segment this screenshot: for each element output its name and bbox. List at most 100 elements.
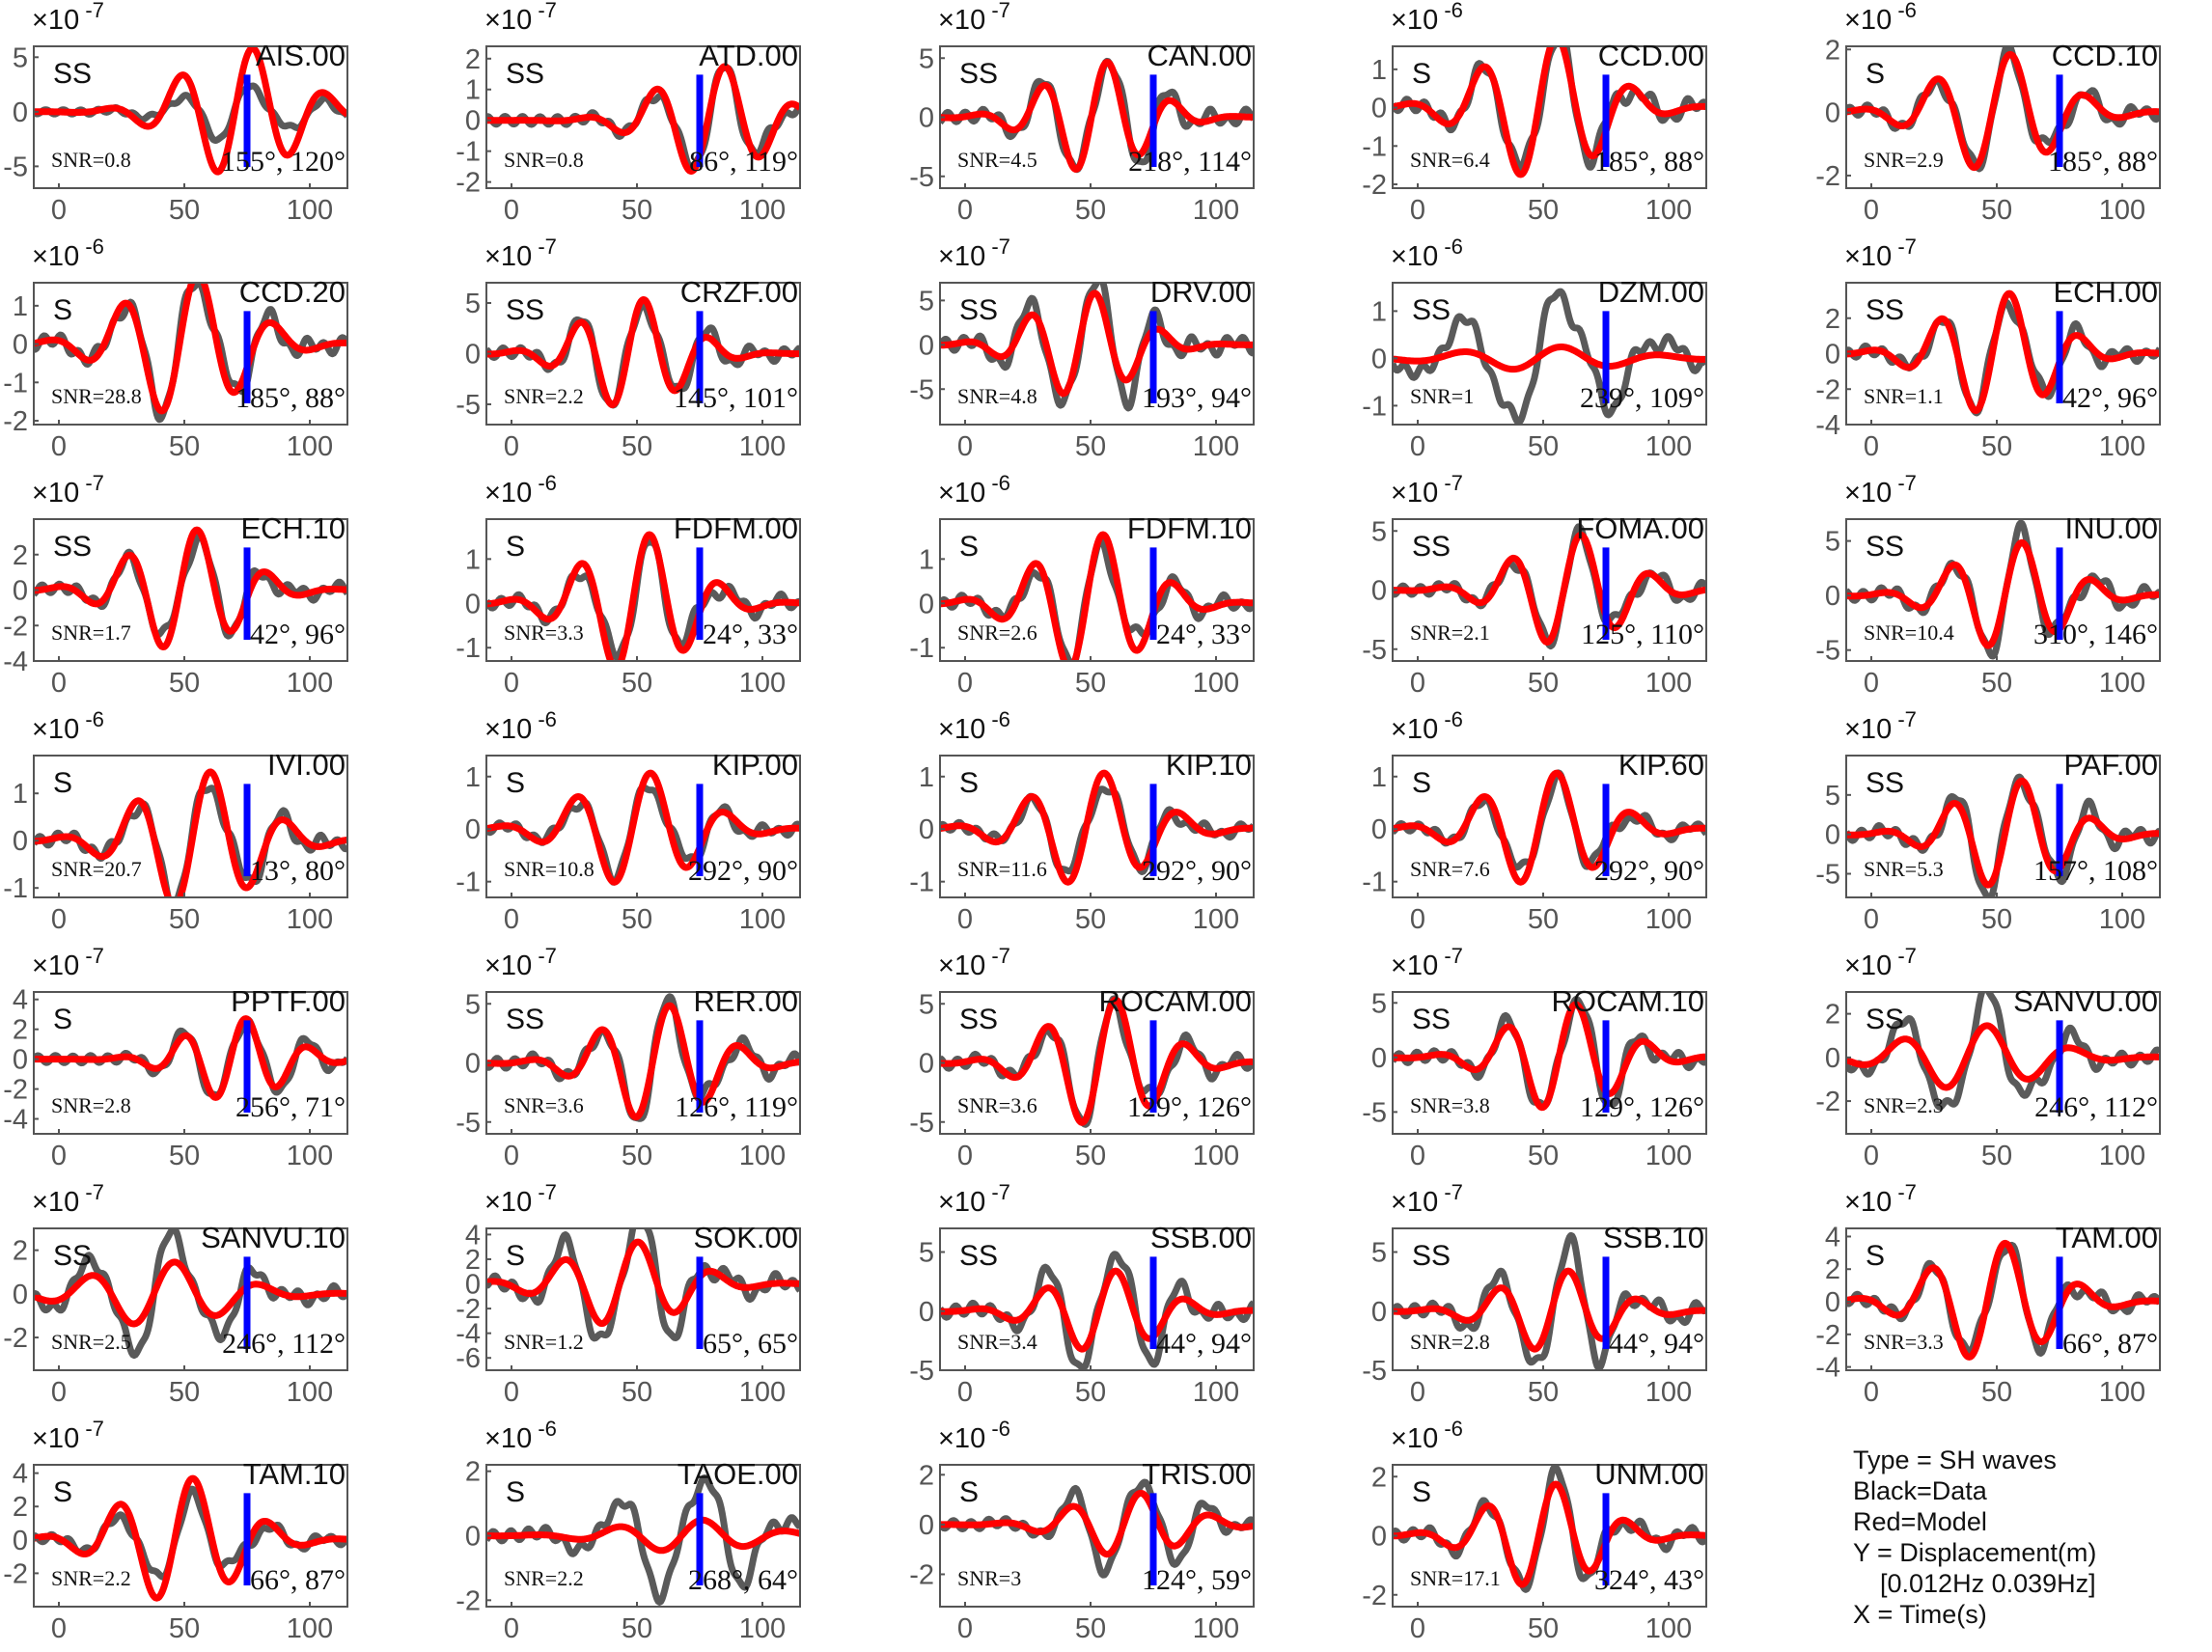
model-trace xyxy=(1846,1022,2160,1091)
y-tick-label: -5 xyxy=(1362,635,1387,666)
y-tick-label: 0 xyxy=(465,1049,481,1080)
y-tick-label: -2 xyxy=(1362,170,1387,201)
x-tick-label: 50 xyxy=(1075,195,1106,226)
y-tick-label: -2 xyxy=(1362,1581,1387,1611)
phase-label: SS xyxy=(506,58,544,90)
angle-label: 310°, 146° xyxy=(2033,619,2158,650)
y-tick-label: -4 xyxy=(456,1319,481,1350)
x-tick-label: 100 xyxy=(2099,904,2145,935)
legend-y: Y = Displacement(m) xyxy=(1853,1538,2097,1567)
x-tick-label: 50 xyxy=(622,1377,652,1408)
y-exponent-label: ×10 -6 xyxy=(1391,0,1463,36)
phase-label: SS xyxy=(506,1004,544,1035)
snr-label: SNR=2.2 xyxy=(504,1566,584,1590)
y-tick-label: 4 xyxy=(13,1459,28,1490)
y-exponent-label: ×10 -6 xyxy=(938,1417,1010,1454)
angle-label: 65°, 65° xyxy=(703,1328,798,1360)
y-tick-label: 1 xyxy=(13,291,28,322)
angle-label: 24°, 33° xyxy=(703,619,798,650)
axes-frame xyxy=(33,45,348,189)
angle-label: 129°, 126° xyxy=(1127,1091,1252,1123)
y-tick-label: 2 xyxy=(13,1015,28,1046)
y-tick-label: 2 xyxy=(1825,1254,1840,1285)
phase-label: S xyxy=(1412,58,1431,90)
y-exponent-label: ×10 -7 xyxy=(1844,1180,1917,1218)
y-tick-label: 0 xyxy=(919,330,934,361)
panel-kip-10: 0 50 100 1 0 -1 ×10 -6 S KIP.10 SNR=11.6 292°, 90° xyxy=(909,707,1255,935)
axes-frame xyxy=(1845,1227,2161,1371)
y-tick-label: -5 xyxy=(909,374,934,405)
legend-black: Black=Data xyxy=(1853,1476,1987,1505)
y-tick-label: 5 xyxy=(919,286,934,317)
axes-frame xyxy=(939,1464,1255,1608)
y-tick-label: 2 xyxy=(13,1492,28,1523)
model-trace xyxy=(34,526,347,650)
data-trace xyxy=(486,301,800,409)
x-tick-label: 0 xyxy=(957,668,973,699)
station-label: TAM.10 xyxy=(243,1457,346,1491)
axes-frame xyxy=(33,1227,348,1371)
x-tick-label: 0 xyxy=(957,1613,973,1644)
snr-label: SNR=7.6 xyxy=(1410,857,1490,881)
snr-label: SNR=3 xyxy=(957,1566,1021,1590)
y-exponent-label: ×10 -7 xyxy=(32,1180,104,1218)
angle-label: 145°, 101° xyxy=(674,382,798,414)
station-label: ROCAM.10 xyxy=(1552,984,1704,1018)
model-trace xyxy=(486,1238,800,1328)
y-tick-label: 0 xyxy=(465,340,481,371)
x-tick-label: 50 xyxy=(1075,904,1106,935)
model-trace xyxy=(1846,538,2160,649)
y-tick-label: -2 xyxy=(3,1323,28,1354)
axes-frame xyxy=(33,991,348,1135)
panel-sanvu-10: 0 50 100 2 0 -2 ×10 -7 SS SANVU.10 SNR=2.5 246°, 1… xyxy=(3,1180,348,1408)
y-tick-label: 5 xyxy=(465,989,481,1020)
station-label: UNM.00 xyxy=(1594,1457,1704,1491)
panel-unm-00: 0 50 100 2 0 -2 ×10 -6 S UNM.00 SNR=17.1 324°, 43° xyxy=(1362,1417,1707,1644)
y-exponent-label: ×10 -7 xyxy=(1844,944,1917,981)
y-exponent-label: ×10 -6 xyxy=(484,1417,557,1454)
phase-label: SS xyxy=(959,58,998,90)
y-exponent-label: ×10 -7 xyxy=(938,1180,1010,1218)
x-tick-label: 100 xyxy=(1645,904,1692,935)
x-tick-label: 0 xyxy=(1410,904,1425,935)
y-exponent-label: ×10 -7 xyxy=(32,1417,104,1454)
y-tick-label: -2 xyxy=(456,168,481,199)
snr-label: SNR=1.1 xyxy=(1864,384,1944,408)
y-tick-label: 2 xyxy=(1825,304,1840,335)
y-tick-label: -5 xyxy=(1815,636,1840,667)
y-tick-label: 0 xyxy=(13,1526,28,1556)
x-tick-label: 0 xyxy=(1864,1377,1879,1408)
x-tick-label: 0 xyxy=(1864,431,1879,462)
y-tick-label: -1 xyxy=(909,867,934,898)
phase-label: S xyxy=(506,1476,525,1508)
model-trace xyxy=(1393,531,1706,646)
x-tick-label: 100 xyxy=(287,195,333,226)
axes-frame xyxy=(939,518,1255,662)
data-trace xyxy=(1393,288,1706,425)
y-tick-label: -1 xyxy=(1362,131,1387,162)
angle-label: 86°, 119° xyxy=(689,146,798,178)
angle-label: 246°, 112° xyxy=(222,1328,346,1360)
snr-label: SNR=0.8 xyxy=(504,148,584,172)
angle-label: 193°, 94° xyxy=(1142,382,1252,414)
x-tick-label: 0 xyxy=(504,668,519,699)
snr-label: SNR=2.8 xyxy=(1410,1330,1490,1354)
model-trace xyxy=(34,768,347,897)
phase-label: SS xyxy=(959,294,998,326)
model-trace xyxy=(940,59,1254,173)
x-tick-label: 100 xyxy=(739,195,786,226)
y-tick-label: 2 xyxy=(13,1236,28,1267)
station-label: KIP.10 xyxy=(1166,748,1252,782)
y-tick-label: -5 xyxy=(1815,860,1840,891)
y-tick-label: -1 xyxy=(909,633,934,664)
y-tick-label: -1 xyxy=(456,867,481,898)
